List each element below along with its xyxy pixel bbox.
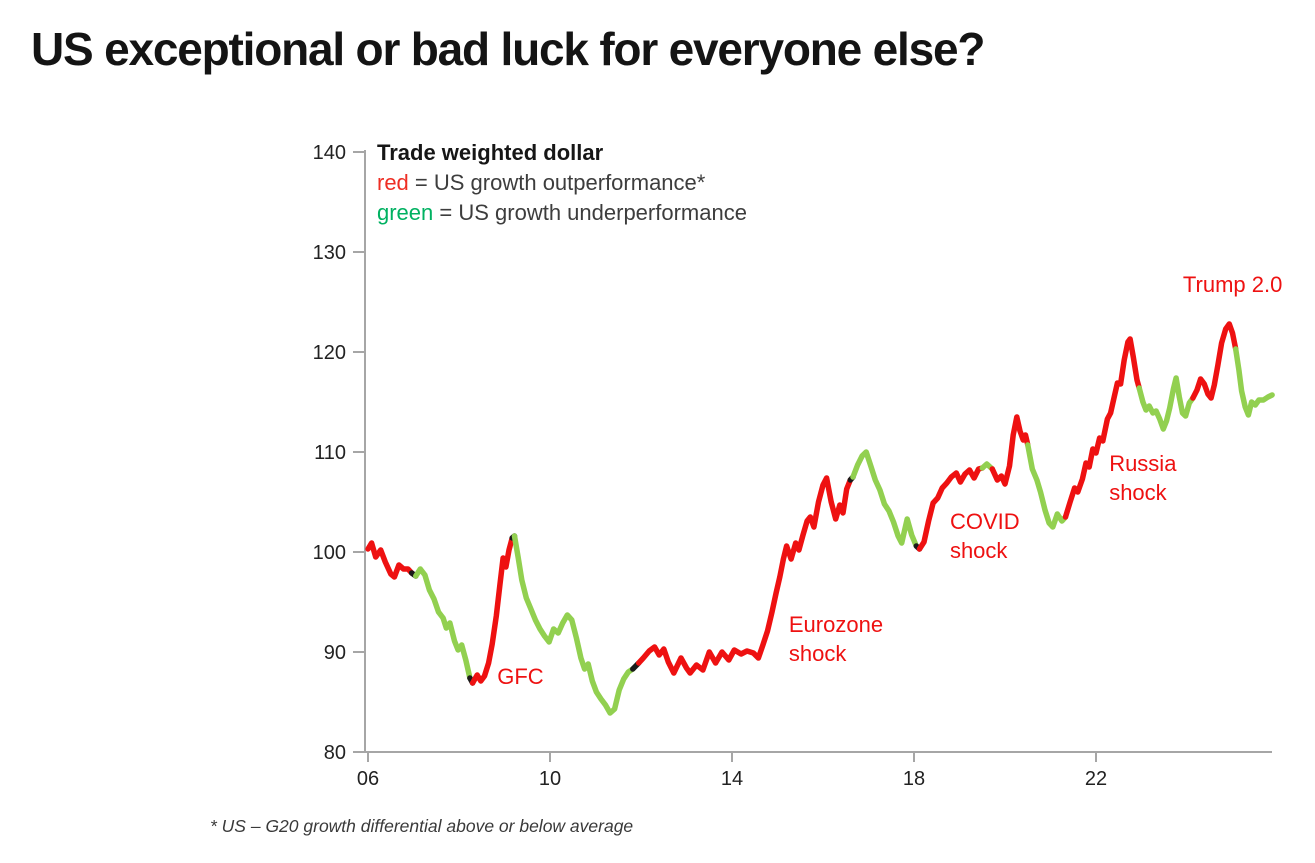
- series-segment-green: [511, 533, 636, 716]
- legend-green-line: green = US growth underperformance: [377, 198, 747, 228]
- series-segment-red: [1062, 336, 1142, 520]
- y-tick-label: 110: [314, 442, 346, 464]
- series-segment-green: [850, 449, 920, 549]
- chart-footnote: * US – G20 growth differential above or …: [210, 816, 634, 836]
- series-segment-red: [916, 465, 986, 552]
- legend-title: Trade weighted dollar: [377, 140, 604, 165]
- series-segment-red: [635, 475, 854, 676]
- series-segment-red: [365, 540, 415, 580]
- y-tick-label: 130: [313, 242, 346, 264]
- y-tick-label: 90: [324, 642, 346, 664]
- annotation-covid-shock: COVID shock: [949, 509, 1020, 563]
- legend-green-key: green: [377, 200, 434, 225]
- y-tick-label: 120: [313, 342, 346, 364]
- legend-red-key: red: [377, 170, 409, 195]
- series-segment-green: [1232, 346, 1275, 418]
- series-segment-green: [1025, 442, 1069, 530]
- series-segment-red: [989, 414, 1031, 487]
- x-tick-label: 18: [903, 768, 925, 790]
- y-tick-label: 140: [313, 142, 346, 164]
- legend-red-text: = US growth outperformance*: [408, 170, 706, 195]
- series-segment-red: [1190, 321, 1239, 401]
- legend-green-text: = US growth underperformance: [433, 200, 747, 225]
- series-segment-green: [1136, 375, 1196, 432]
- annotation-eurozone-shock: Eurozone shock: [788, 612, 884, 666]
- annotation-russia-shock: Russia shock: [1109, 451, 1177, 505]
- series-segment-red: [469, 535, 515, 686]
- page-title: US exceptional or bad luck for everyone …: [31, 23, 985, 75]
- x-tick-label: 06: [357, 768, 379, 790]
- x-tick-label: 14: [721, 768, 743, 790]
- y-tick-label: 100: [313, 542, 346, 564]
- x-tick-label: 10: [539, 768, 561, 790]
- annotation-trump-20: Trump 2.0: [1182, 272, 1283, 297]
- x-tick-label: 22: [1085, 768, 1107, 790]
- y-tick-label: 80: [324, 742, 346, 764]
- series-segment-green: [413, 566, 473, 681]
- legend-red-line: red = US growth outperformance*: [377, 168, 747, 198]
- annotation-gfc: GFC: [497, 664, 544, 689]
- chart-legend: Trade weighted dollar red = US growth ou…: [377, 138, 747, 228]
